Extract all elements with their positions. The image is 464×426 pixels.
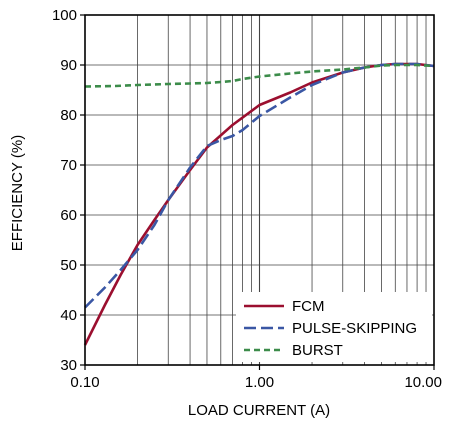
series-lines [83, 62, 435, 346]
x-tick-label: 10.00 [404, 374, 442, 391]
x-tick-labels: 0.10 1.00 10.00 [70, 374, 442, 391]
y-tick-label: 60 [60, 207, 77, 224]
y-tick-labels: 30 40 50 60 70 80 90 100 [52, 7, 77, 374]
y-tick-label: 70 [60, 157, 77, 174]
y-tick-label: 30 [60, 357, 77, 374]
axis-ticks [80, 14, 435, 370]
y-tick-label: 80 [60, 107, 77, 124]
y-tick-label: 40 [60, 307, 77, 324]
legend-label-fcm: FCM [292, 298, 325, 315]
x-tick-label: 1.00 [245, 374, 274, 391]
y-tick-label: 50 [60, 257, 77, 274]
x-tick-label: 0.10 [70, 374, 99, 391]
x-axis-title: LOAD CURRENT (A) [188, 402, 330, 419]
legend-label-burst: BURST [292, 342, 343, 359]
legend-label-pulse-skipping: PULSE-SKIPPING [292, 320, 417, 337]
legend: FCM PULSE-SKIPPING BURST [244, 298, 417, 359]
y-tick-label: 100 [52, 7, 77, 24]
y-tick-label: 90 [60, 57, 77, 74]
y-axis-title: EFFICIENCY (%) [9, 135, 26, 251]
